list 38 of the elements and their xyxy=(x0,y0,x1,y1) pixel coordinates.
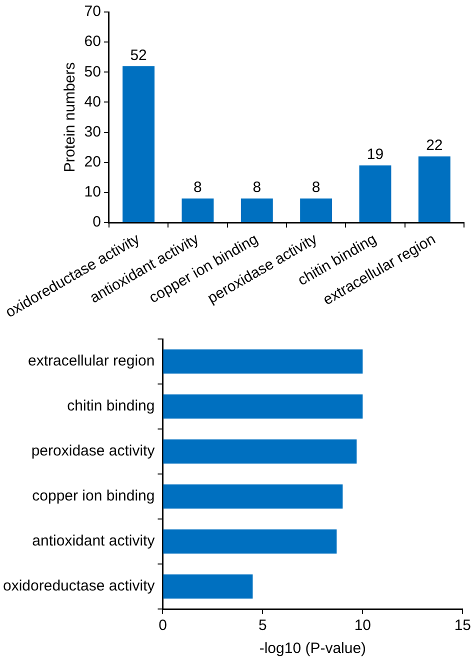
x-tick-label: 5 xyxy=(258,617,267,634)
bar xyxy=(163,574,253,599)
data-label: 19 xyxy=(366,146,384,164)
bar xyxy=(163,349,363,374)
bar xyxy=(163,394,363,419)
y-tick-label: chitin binding xyxy=(67,398,155,415)
bar xyxy=(240,198,273,222)
x-tick-label: 0 xyxy=(158,617,167,634)
y-tick-label: 20 xyxy=(84,154,101,171)
y-tick-label: copper ion binding xyxy=(32,488,155,505)
x-tick-label: 10 xyxy=(354,617,372,634)
data-label: 8 xyxy=(194,179,202,196)
data-label: 52 xyxy=(130,46,147,64)
data-label: 8 xyxy=(312,179,320,196)
data-label: 22 xyxy=(426,137,443,154)
x-axis-title: -log10 (P-value) xyxy=(259,640,366,658)
data-label: 8 xyxy=(252,179,262,196)
y-tick-label: antioxidant activity xyxy=(32,532,156,550)
y-tick-label: 40 xyxy=(84,93,101,110)
bar xyxy=(163,529,337,554)
bar xyxy=(418,156,450,222)
x-tick-label: 15 xyxy=(454,617,471,634)
y-axis-title: Protein numbers xyxy=(61,62,78,172)
bar xyxy=(163,439,357,464)
y-tick-label: 60 xyxy=(84,33,101,50)
bar xyxy=(182,198,214,222)
y-tick-label: extracellular region xyxy=(28,352,155,370)
y-tick-label: 70 xyxy=(84,3,101,20)
y-tick-label: 50 xyxy=(84,63,101,80)
y-tick-label: oxidoreductase activity xyxy=(2,578,156,595)
bar xyxy=(359,165,392,222)
y-tick-label: 30 xyxy=(84,123,101,140)
y-tick-label: 10 xyxy=(84,184,101,201)
bar xyxy=(122,66,155,222)
bar xyxy=(300,198,332,222)
y-tick-label: peroxidase activity xyxy=(31,442,156,460)
y-tick-label: 0 xyxy=(92,214,101,231)
bar xyxy=(163,484,343,509)
